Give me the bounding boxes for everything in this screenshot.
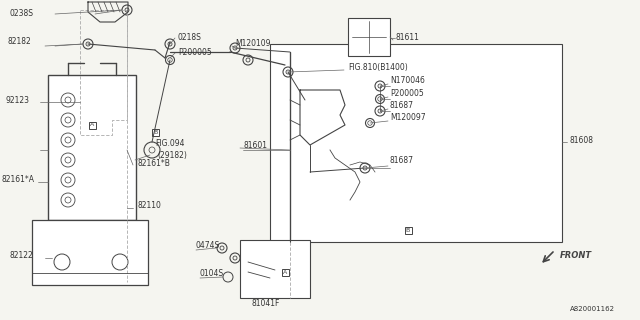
Text: 81041F: 81041F	[252, 299, 280, 308]
Text: 0238S: 0238S	[10, 9, 34, 18]
Text: P200005: P200005	[178, 48, 212, 57]
Text: A820001162: A820001162	[570, 306, 615, 312]
Text: 81608: 81608	[570, 136, 594, 145]
Text: 0474S: 0474S	[196, 241, 220, 250]
FancyBboxPatch shape	[240, 240, 310, 298]
Text: 0104S: 0104S	[200, 269, 224, 278]
Text: 92123: 92123	[5, 96, 29, 105]
Text: 82161*B: 82161*B	[137, 159, 170, 168]
Text: M120109: M120109	[235, 39, 271, 48]
FancyBboxPatch shape	[282, 268, 289, 276]
Text: B: B	[406, 228, 410, 233]
FancyBboxPatch shape	[152, 129, 159, 135]
Text: 82110: 82110	[137, 201, 161, 210]
Text: A: A	[90, 123, 94, 127]
FancyBboxPatch shape	[404, 227, 412, 234]
Text: FRONT: FRONT	[560, 251, 592, 260]
Text: 82161*A: 82161*A	[2, 175, 35, 184]
Text: B: B	[153, 130, 157, 134]
Text: A: A	[283, 269, 287, 275]
Text: 81687: 81687	[390, 156, 414, 165]
Text: P200005: P200005	[390, 89, 424, 98]
FancyBboxPatch shape	[270, 44, 562, 242]
Text: 81687: 81687	[390, 101, 414, 110]
Text: 82182: 82182	[8, 37, 32, 46]
Text: (29182): (29182)	[157, 151, 187, 160]
FancyBboxPatch shape	[88, 122, 95, 129]
FancyBboxPatch shape	[48, 75, 136, 220]
Text: M120097: M120097	[390, 113, 426, 122]
Text: FIG.810(B1400): FIG.810(B1400)	[348, 63, 408, 72]
Text: 81601: 81601	[243, 141, 267, 150]
FancyBboxPatch shape	[348, 18, 390, 56]
Text: FIG.094: FIG.094	[155, 139, 184, 148]
FancyBboxPatch shape	[32, 220, 148, 285]
Text: N170046: N170046	[390, 76, 425, 85]
Text: 82122: 82122	[10, 251, 34, 260]
Text: 0218S: 0218S	[178, 33, 202, 42]
Text: 81611: 81611	[396, 33, 420, 42]
